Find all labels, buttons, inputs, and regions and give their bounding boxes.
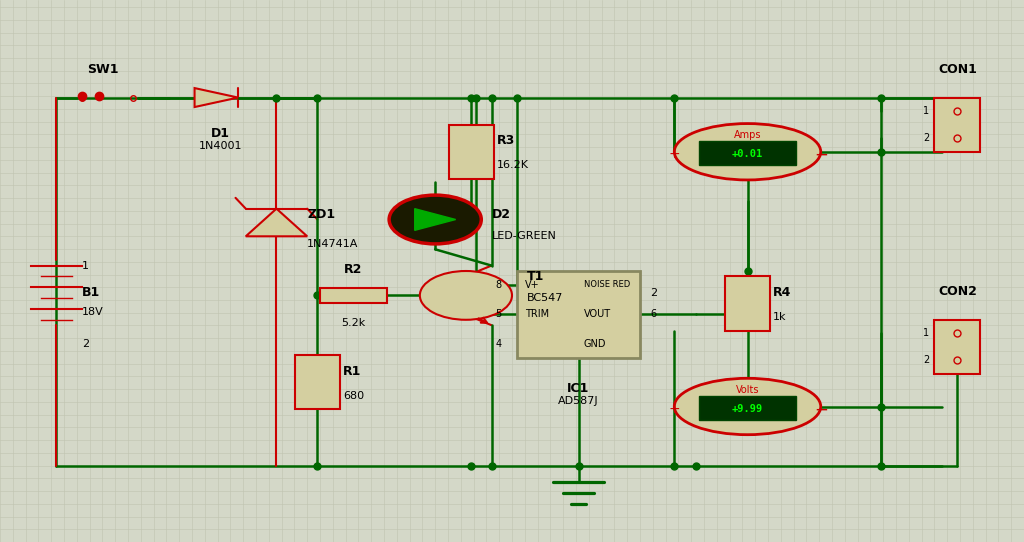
- Text: Amps: Amps: [734, 131, 761, 140]
- Text: 1: 1: [924, 106, 930, 116]
- Text: VOUT: VOUT: [584, 309, 610, 319]
- Text: 16.2K: 16.2K: [497, 160, 528, 170]
- FancyBboxPatch shape: [517, 271, 640, 358]
- Text: 2: 2: [650, 288, 657, 298]
- FancyBboxPatch shape: [725, 276, 770, 331]
- Text: R1: R1: [343, 365, 361, 378]
- Polygon shape: [415, 209, 456, 230]
- Text: 2: 2: [923, 356, 930, 365]
- Text: D1: D1: [211, 127, 229, 140]
- Text: BC547: BC547: [527, 293, 564, 303]
- FancyBboxPatch shape: [699, 141, 796, 165]
- Text: V+: V+: [525, 280, 540, 289]
- Text: B1: B1: [82, 286, 100, 299]
- Text: T1: T1: [527, 270, 545, 283]
- Text: ZD1: ZD1: [307, 208, 335, 221]
- Text: −: −: [814, 400, 827, 418]
- FancyBboxPatch shape: [295, 355, 340, 409]
- FancyBboxPatch shape: [449, 125, 494, 179]
- Text: R3: R3: [497, 134, 515, 147]
- Text: +9.99: +9.99: [732, 404, 763, 414]
- Text: IC1: IC1: [567, 382, 590, 395]
- Text: 5.2k: 5.2k: [341, 318, 366, 328]
- Text: 5: 5: [496, 309, 502, 319]
- Polygon shape: [246, 209, 307, 236]
- Text: 8: 8: [496, 280, 502, 289]
- Ellipse shape: [674, 378, 821, 435]
- Text: R4: R4: [773, 286, 792, 299]
- Circle shape: [389, 195, 481, 244]
- Text: +0.01: +0.01: [732, 149, 763, 159]
- Text: TRIM: TRIM: [525, 309, 550, 319]
- Text: CON2: CON2: [938, 285, 977, 298]
- Text: 2: 2: [82, 339, 89, 349]
- Text: AD587J: AD587J: [558, 396, 599, 405]
- Text: R2: R2: [344, 263, 362, 276]
- Text: 1: 1: [82, 261, 89, 270]
- Text: +: +: [669, 402, 680, 416]
- FancyBboxPatch shape: [319, 288, 387, 303]
- Text: −: −: [814, 145, 827, 164]
- Text: 6: 6: [650, 309, 656, 319]
- Text: NOISE RED: NOISE RED: [584, 280, 630, 289]
- Text: LED-GREEN: LED-GREEN: [492, 231, 556, 241]
- Text: 1k: 1k: [773, 312, 786, 322]
- Text: CON1: CON1: [938, 63, 977, 76]
- Text: 2: 2: [923, 133, 930, 143]
- Text: 4: 4: [496, 339, 502, 349]
- Text: 680: 680: [343, 391, 365, 401]
- Text: SW1: SW1: [87, 63, 118, 76]
- Text: 1N4741A: 1N4741A: [307, 239, 358, 249]
- Polygon shape: [195, 88, 238, 107]
- Text: +: +: [669, 147, 680, 162]
- FancyBboxPatch shape: [935, 320, 981, 374]
- Text: 18V: 18V: [82, 307, 103, 317]
- Text: 1: 1: [924, 328, 930, 338]
- FancyBboxPatch shape: [699, 396, 796, 420]
- FancyBboxPatch shape: [935, 98, 981, 152]
- Text: 1N4001: 1N4001: [199, 141, 242, 151]
- Text: D2: D2: [492, 208, 511, 221]
- Text: Volts: Volts: [736, 385, 759, 395]
- Text: GND: GND: [584, 339, 606, 349]
- Circle shape: [420, 271, 512, 320]
- Ellipse shape: [674, 124, 821, 180]
